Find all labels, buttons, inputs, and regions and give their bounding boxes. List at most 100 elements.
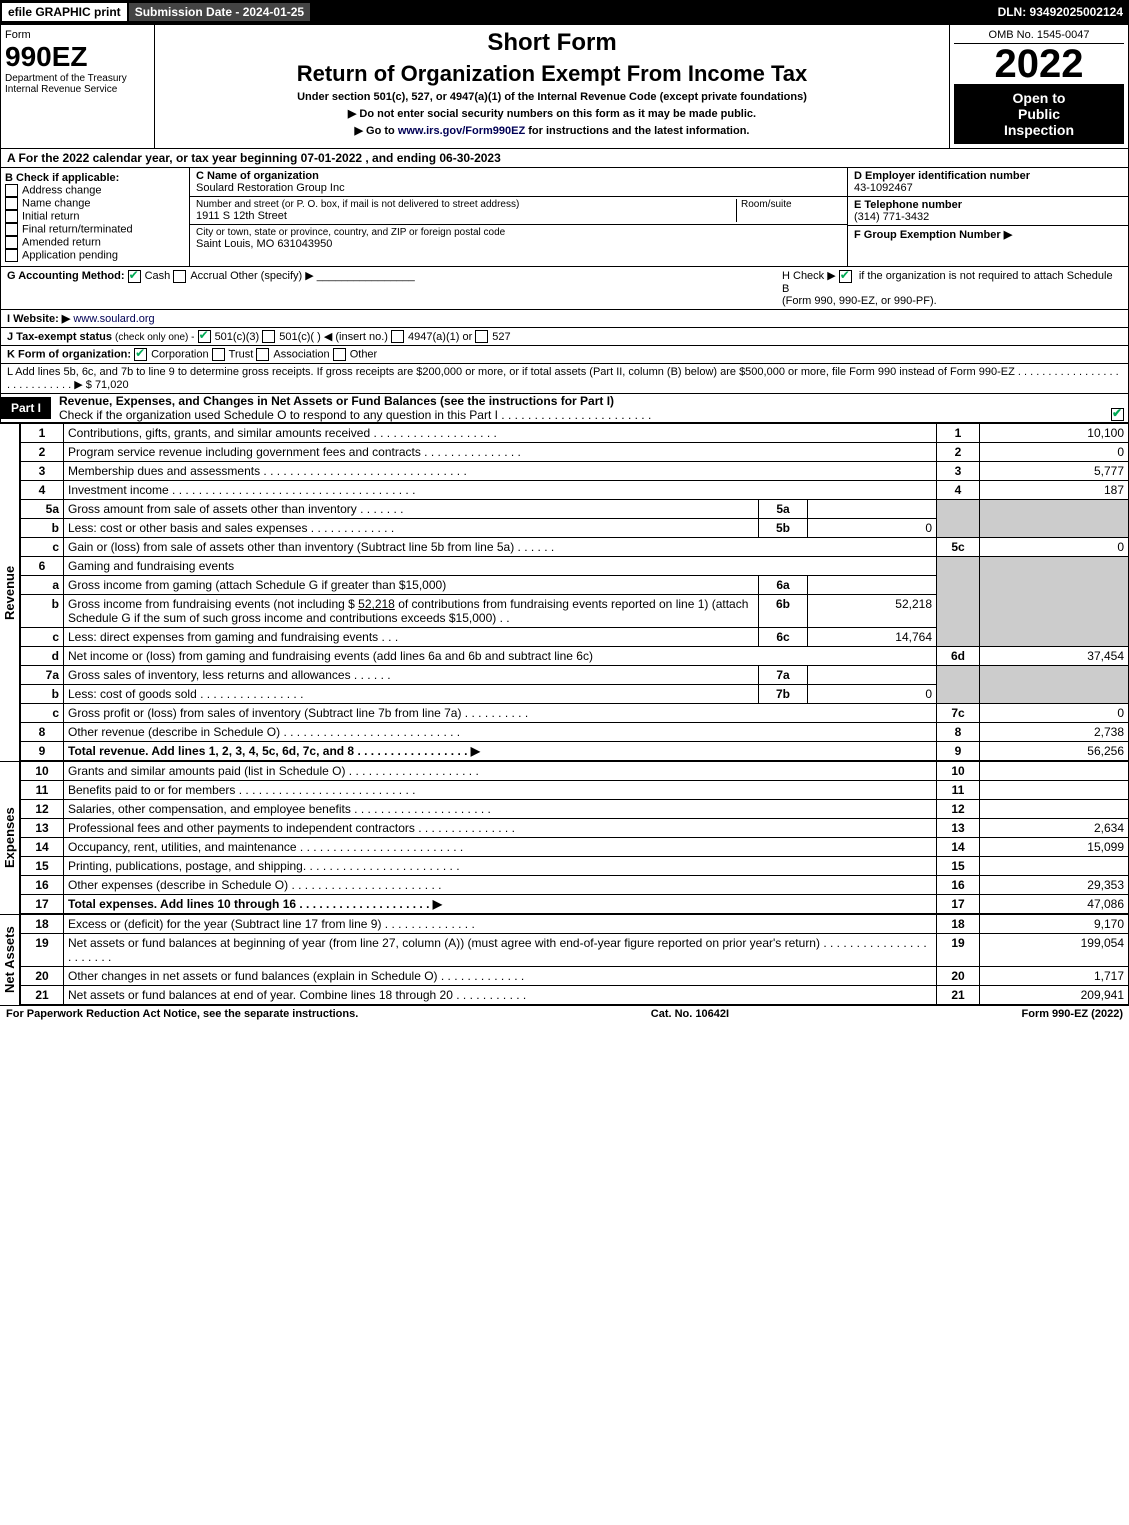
instr2-pre: ▶ Go to bbox=[355, 125, 398, 137]
chk-schedule-o[interactable] bbox=[1111, 408, 1124, 421]
top-bar: efile GRAPHIC print Submission Date - 20… bbox=[0, 0, 1129, 24]
inspection: Inspection bbox=[960, 122, 1118, 138]
row-g-h: G Accounting Method: Cash Accrual Other … bbox=[0, 267, 1129, 310]
irs-link[interactable]: www.irs.gov/Form990EZ bbox=[398, 125, 525, 137]
net-assets-table: 18Excess or (deficit) for the year (Subt… bbox=[20, 914, 1129, 1005]
d-ein-cell: D Employer identification number 43-1092… bbox=[848, 168, 1128, 197]
revenue-table: 1Contributions, gifts, grants, and simil… bbox=[20, 423, 1129, 761]
phone-value: (314) 771-3432 bbox=[854, 211, 1122, 223]
city-value: Saint Louis, MO 631043950 bbox=[196, 238, 841, 250]
open-to: Open to bbox=[960, 90, 1118, 106]
revenue-sidebar: Revenue bbox=[0, 423, 20, 761]
room-label: Room/suite bbox=[741, 199, 841, 210]
tax-year: 2022 bbox=[954, 44, 1124, 84]
short-form-title: Short Form bbox=[159, 29, 945, 57]
street-value: 1911 S 12th Street bbox=[196, 210, 736, 222]
header-center: Short Form Return of Organization Exempt… bbox=[155, 25, 950, 148]
chk-corp[interactable] bbox=[134, 348, 147, 361]
line-14: 14Occupancy, rent, utilities, and mainte… bbox=[21, 838, 1129, 857]
chk-accrual[interactable] bbox=[173, 270, 186, 283]
line-2: 2Program service revenue including gover… bbox=[21, 443, 1129, 462]
j-sub: (check only one) - bbox=[115, 332, 194, 343]
chk-cash[interactable] bbox=[128, 270, 141, 283]
box-b-through-f: B Check if applicable: Address change Na… bbox=[0, 168, 1129, 267]
chk-527[interactable] bbox=[475, 330, 488, 343]
open-public-box: Open to Public Inspection bbox=[954, 84, 1124, 144]
expenses-section: Expenses 10Grants and similar amounts pa… bbox=[0, 761, 1129, 914]
chk-501c[interactable] bbox=[262, 330, 275, 343]
chk-name[interactable]: Name change bbox=[5, 197, 185, 210]
chk-amended[interactable]: Amended return bbox=[5, 236, 185, 249]
line-4: 4Investment income . . . . . . . . . . .… bbox=[21, 481, 1129, 500]
line-1: 1Contributions, gifts, grants, and simil… bbox=[21, 424, 1129, 443]
line-3: 3Membership dues and assessments . . . .… bbox=[21, 462, 1129, 481]
part1-title: Revenue, Expenses, and Changes in Net As… bbox=[51, 394, 1128, 422]
chk-assoc[interactable] bbox=[256, 348, 269, 361]
city-label: City or town, state or province, country… bbox=[196, 227, 841, 238]
line-5a: 5aGross amount from sale of assets other… bbox=[21, 500, 1129, 519]
part1-header: Part I Revenue, Expenses, and Changes in… bbox=[0, 394, 1129, 423]
column-c: C Name of organization Soulard Restorati… bbox=[190, 168, 848, 266]
i-label: I Website: ▶ bbox=[7, 313, 70, 325]
chk-initial[interactable]: Initial return bbox=[5, 210, 185, 223]
dept-treasury: Department of the Treasury bbox=[5, 73, 150, 84]
c-name-label: C Name of organization bbox=[196, 170, 841, 182]
b-label: B Check if applicable: bbox=[5, 172, 185, 184]
chk-final[interactable]: Final return/terminated bbox=[5, 223, 185, 236]
line-15: 15Printing, publications, postage, and s… bbox=[21, 857, 1129, 876]
header-left: Form 990EZ Department of the Treasury In… bbox=[1, 25, 155, 148]
net-assets-section: Net Assets 18Excess or (deficit) for the… bbox=[0, 914, 1129, 1005]
row-i-website: I Website: ▶ www.soulard.org bbox=[0, 310, 1129, 328]
line-10: 10Grants and similar amounts paid (list … bbox=[21, 762, 1129, 781]
line-5c: cGain or (loss) from sale of assets othe… bbox=[21, 538, 1129, 557]
irs-label: Internal Revenue Service bbox=[5, 84, 150, 95]
part1-label: Part I bbox=[1, 397, 51, 419]
line-17: 17Total expenses. Add lines 10 through 1… bbox=[21, 895, 1129, 914]
h-text3: (Form 990, 990-EZ, or 990-PF). bbox=[782, 295, 937, 307]
k-label: K Form of organization: bbox=[7, 349, 131, 361]
ein-value: 43-1092467 bbox=[854, 182, 1122, 194]
e-label: E Telephone number bbox=[854, 199, 1122, 211]
net-assets-sidebar: Net Assets bbox=[0, 914, 20, 1005]
f-group-cell: F Group Exemption Number ▶ bbox=[848, 226, 1128, 243]
e-phone-cell: E Telephone number (314) 771-3432 bbox=[848, 197, 1128, 226]
chk-pending[interactable]: Application pending bbox=[5, 249, 185, 262]
chk-4947[interactable] bbox=[391, 330, 404, 343]
row-a-tax-year: A For the 2022 calendar year, or tax yea… bbox=[0, 149, 1129, 168]
revenue-section: Revenue 1Contributions, gifts, grants, a… bbox=[0, 423, 1129, 761]
chk-address[interactable]: Address change bbox=[5, 184, 185, 197]
line-20: 20Other changes in net assets or fund ba… bbox=[21, 967, 1129, 986]
f-label: F Group Exemption Number ▶ bbox=[854, 229, 1012, 241]
line-18: 18Excess or (deficit) for the year (Subt… bbox=[21, 915, 1129, 934]
efile-label: efile GRAPHIC print bbox=[0, 1, 129, 23]
line-13: 13Professional fees and other payments t… bbox=[21, 819, 1129, 838]
org-name: Soulard Restoration Group Inc bbox=[196, 182, 841, 194]
column-def: D Employer identification number 43-1092… bbox=[848, 168, 1128, 266]
chk-501c3[interactable] bbox=[198, 330, 211, 343]
city-cell: City or town, state or province, country… bbox=[190, 225, 847, 252]
header-right: OMB No. 1545-0047 2022 Open to Public In… bbox=[950, 25, 1128, 148]
line-7c: cGross profit or (loss) from sales of in… bbox=[21, 704, 1129, 723]
website-link[interactable]: www.soulard.org bbox=[73, 313, 154, 325]
line-16: 16Other expenses (describe in Schedule O… bbox=[21, 876, 1129, 895]
line-21: 21Net assets or fund balances at end of … bbox=[21, 986, 1129, 1005]
line-12: 12Salaries, other compensation, and empl… bbox=[21, 800, 1129, 819]
org-name-cell: C Name of organization Soulard Restorati… bbox=[190, 168, 847, 197]
column-b: B Check if applicable: Address change Na… bbox=[1, 168, 190, 266]
form-number: 990EZ bbox=[5, 41, 150, 73]
public: Public bbox=[960, 106, 1118, 122]
submission-date: Submission Date - 2024-01-25 bbox=[129, 3, 310, 21]
instr2-post: for instructions and the latest informat… bbox=[525, 125, 749, 137]
instruction-2: ▶ Go to www.irs.gov/Form990EZ for instru… bbox=[159, 124, 945, 137]
expenses-sidebar: Expenses bbox=[0, 761, 20, 914]
line-6: 6Gaming and fundraising events bbox=[21, 557, 1129, 576]
row-j-status: J Tax-exempt status (check only one) - 5… bbox=[0, 328, 1129, 347]
line-11: 11Benefits paid to or for members . . . … bbox=[21, 781, 1129, 800]
h-text1: H Check ▶ bbox=[782, 270, 839, 282]
subtitle: Under section 501(c), 527, or 4947(a)(1)… bbox=[159, 91, 945, 103]
chk-h[interactable] bbox=[839, 270, 852, 283]
row-l-receipts: L Add lines 5b, 6c, and 7b to line 9 to … bbox=[0, 364, 1129, 394]
l-value: 71,020 bbox=[95, 379, 129, 391]
chk-other-org[interactable] bbox=[333, 348, 346, 361]
chk-trust[interactable] bbox=[212, 348, 225, 361]
